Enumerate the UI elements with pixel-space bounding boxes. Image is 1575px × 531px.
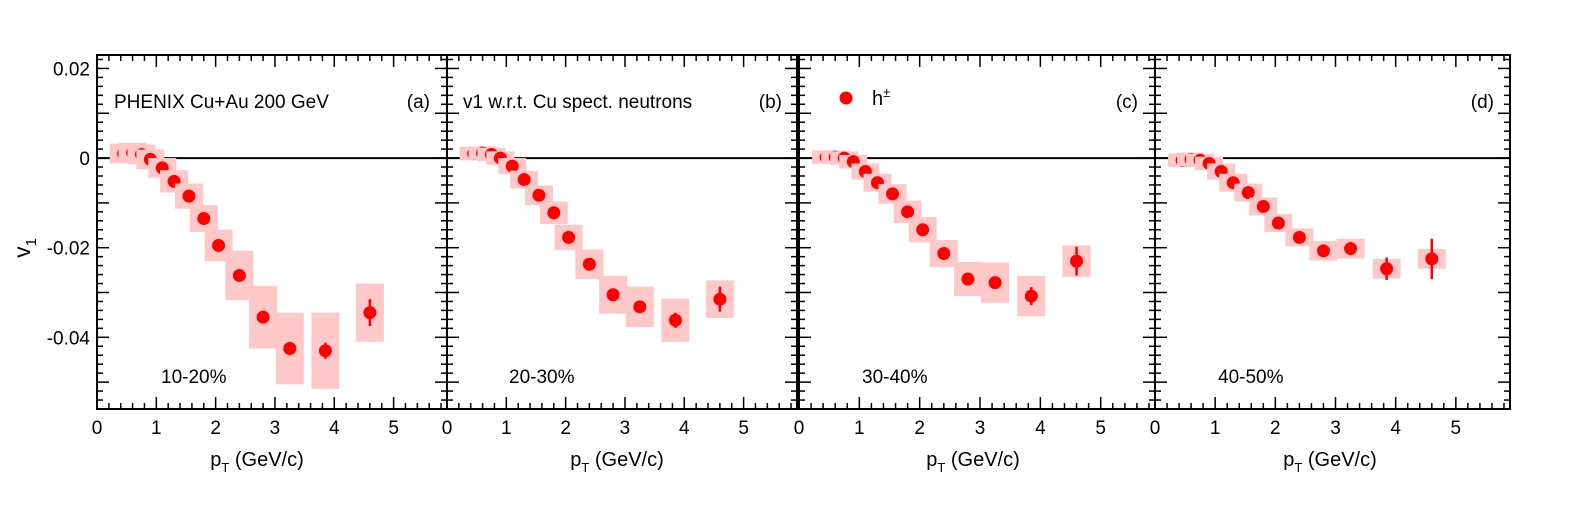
x-axis-title: pT (GeV/c) [210,449,304,475]
x-tick-label: 3 [975,418,986,439]
x-axis-title: pT (GeV/c) [926,449,1020,475]
data-point [582,257,596,271]
x-tick-label: 0 [92,418,103,439]
data-point [232,268,246,282]
y-tick-label: 0.02 [53,59,90,80]
panel-a: 0 1 2 3 4 5 0.02 0 -0.02 -0.04 PHENIX Cu+Au 200 G… [47,54,448,475]
data-point [668,313,682,327]
data-point [1380,262,1394,276]
data-point [633,300,647,314]
x-tick-label: 3 [1330,418,1341,439]
data-point [1344,242,1358,256]
data-point [197,212,211,226]
data-point [1070,254,1084,268]
x-tick-label: 5 [388,418,399,439]
centrality-label: 20-30% [509,367,575,388]
data-point [182,189,196,203]
legend-marker [839,91,853,105]
x-tick-label: 3 [270,418,281,439]
x-tick-label: 4 [679,418,690,439]
x-tick-label: 0 [794,418,805,439]
x-tick-label: 5 [738,418,749,439]
y-tick-label: 0 [79,149,90,170]
x-tick-label: 2 [210,418,221,439]
y-tick-label: -0.04 [47,328,91,349]
data-point [901,205,915,219]
x-tick-label: 4 [1035,418,1046,439]
data-point [937,247,951,261]
panel-frame [798,54,1156,410]
x-axis-title: pT (GeV/c) [570,449,664,475]
data-point [1256,199,1270,213]
data-point [1241,186,1255,200]
data-point [916,223,930,237]
legend-label: h± [872,85,890,110]
panel-label: (b) [759,92,782,113]
reference-label: v1 w.r.t. Cu spect. neutrons [463,92,692,113]
data-point [318,344,332,358]
data-point [606,288,620,302]
x-tick-label: 4 [329,418,340,439]
panel-frame [446,54,798,410]
data-point [961,272,975,286]
x-tick-label: 2 [1270,418,1281,439]
data-point [1425,252,1439,266]
x-axis-title: pT (GeV/c) [1283,449,1377,475]
x-tick-label: 3 [620,418,631,439]
data-point [505,159,519,173]
data-point [1271,216,1285,230]
data-point [1024,289,1038,303]
centrality-label: 40-50% [1218,367,1284,388]
data-point [1316,244,1330,258]
data-point [363,306,377,320]
data-point [562,230,576,244]
experiment-label: PHENIX Cu+Au 200 GeV [114,92,329,113]
centrality-label: 10-20% [161,367,227,388]
data-point [713,292,727,306]
panel-c: 0 1 2 3 4 5 h± (c) 30-40% pT (GeV/c) [794,54,1156,475]
x-tick-label: 1 [1210,418,1221,439]
y-axis-title: v1 [9,238,40,258]
data-point [256,310,270,324]
x-tick-label: 0 [442,418,453,439]
x-tick-label: 4 [1390,418,1401,439]
x-tick-label: 1 [501,418,512,439]
data-point [886,187,900,201]
panel-frame [1154,54,1511,410]
data-point [1292,230,1306,244]
panel-label: (a) [407,92,430,113]
data-point [517,173,531,187]
panel-d: 0 1 2 3 4 5 (d) 40-50% pT (GeV/c) [1150,54,1511,475]
x-tick-label: 1 [854,418,865,439]
data-point [988,276,1002,290]
data-point [547,206,561,220]
data-point [212,238,226,252]
data-point [283,342,297,356]
x-tick-label: 2 [560,418,571,439]
centrality-label: 30-40% [862,367,928,388]
x-tick-label: 2 [914,418,925,439]
x-tick-label: 5 [1451,418,1462,439]
panel-label: (c) [1116,92,1138,113]
x-tick-label: 1 [151,418,162,439]
data-point [532,188,546,202]
x-tick-label: 0 [1150,418,1161,439]
y-tick-label: -0.02 [47,239,90,260]
panel-label: (d) [1471,92,1494,113]
x-tick-label: 5 [1095,418,1106,439]
